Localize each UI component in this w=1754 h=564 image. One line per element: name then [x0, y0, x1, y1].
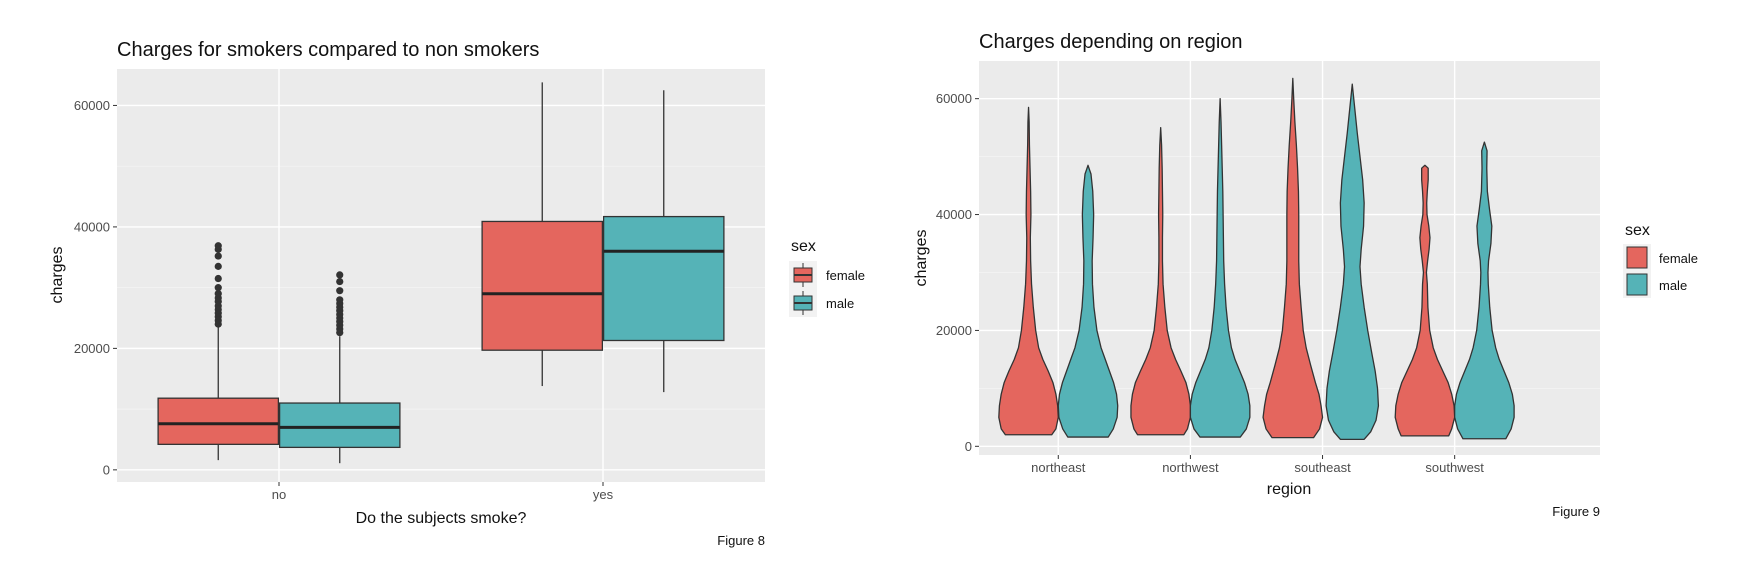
- x-tick-label-northwest: northwest: [1162, 460, 1219, 475]
- boxplot-chart: Charges for smokers compared to non smok…: [49, 39, 865, 548]
- chart-title: Charges depending on region: [979, 31, 1243, 53]
- legend-label-male: male: [1659, 278, 1687, 293]
- violin-marks: [998, 77, 1515, 441]
- iqr-box: [157, 397, 280, 445]
- violin-northwest-male: [1189, 98, 1251, 438]
- x-tick-label-southwest: southwest: [1425, 460, 1484, 475]
- box-yes-male: [602, 90, 725, 393]
- outlier-point: [336, 287, 344, 295]
- x-axis-ticks: northeast northwest southeast southwest: [1031, 455, 1484, 475]
- y-tick-label: 40000: [936, 207, 972, 222]
- y-tick-label: 0: [965, 439, 972, 454]
- violin-southeast-female: [1262, 77, 1324, 439]
- box-marks: [157, 82, 725, 464]
- violin-northeast-male: [1057, 164, 1119, 438]
- violin-northwest-female: [1130, 126, 1192, 436]
- violin-southwest-female: [1394, 164, 1456, 437]
- x-axis-ticks: no yes: [272, 482, 614, 502]
- y-tick-label: 60000: [74, 98, 110, 113]
- iqr-box: [481, 220, 604, 351]
- y-axis-title: charges: [913, 230, 930, 287]
- outlier-point: [214, 262, 222, 270]
- outlier-point: [214, 274, 222, 283]
- outlier-point: [214, 242, 222, 250]
- legend-label-female: female: [1659, 251, 1698, 266]
- box-no-female: [157, 242, 280, 461]
- outlier-point: [336, 277, 344, 286]
- outlier-point: [336, 271, 344, 279]
- outlier-point: [214, 290, 222, 298]
- y-tick-label: 20000: [74, 341, 110, 356]
- x-axis-title: Do the subjects smoke?: [356, 510, 527, 527]
- legend-title: sex: [1625, 222, 1650, 239]
- violin-southwest-male: [1454, 141, 1515, 440]
- violin-southeast-male: [1325, 83, 1380, 441]
- outlier-point: [214, 252, 222, 260]
- legend-title: sex: [791, 238, 816, 255]
- outlier-point: [214, 284, 222, 292]
- figure-caption: Figure 9: [1552, 504, 1600, 519]
- legend: sex female male: [1623, 222, 1698, 298]
- legend-label-male: male: [826, 296, 854, 311]
- y-tick-label: 20000: [936, 323, 972, 338]
- box-yes-female: [481, 82, 604, 387]
- figure-caption: Figure 8: [717, 533, 765, 548]
- legend-key-male: [789, 289, 817, 317]
- iqr-box: [278, 402, 401, 449]
- y-axis-title: charges: [49, 247, 66, 304]
- y-tick-label: 0: [103, 462, 110, 477]
- legend-key-male: [1623, 271, 1651, 298]
- x-tick-label-no: no: [272, 487, 286, 502]
- legend-key-female: [789, 261, 817, 289]
- x-tick-label-northeast: northeast: [1031, 460, 1086, 475]
- outlier-point: [336, 296, 344, 304]
- x-tick-label-southeast: southeast: [1294, 460, 1351, 475]
- iqr-box: [602, 215, 725, 342]
- y-axis-ticks: 0 20000 40000 60000: [74, 98, 117, 477]
- y-axis-ticks: 0 20000 40000 60000: [936, 91, 979, 454]
- violin-chart: Charges depending on region 0 20000 40000 6…: [913, 31, 1698, 519]
- y-tick-label: 40000: [74, 219, 110, 234]
- legend-label-female: female: [826, 268, 865, 283]
- legend: sex female male: [789, 238, 865, 317]
- box-no-male: [278, 271, 401, 464]
- violin-northeast-female: [998, 106, 1059, 436]
- x-tick-label-yes: yes: [593, 487, 614, 502]
- x-axis-title: region: [1267, 481, 1311, 498]
- y-tick-label: 60000: [936, 91, 972, 106]
- chart-title: Charges for smokers compared to non smok…: [117, 39, 539, 61]
- legend-key-female: [1623, 244, 1651, 271]
